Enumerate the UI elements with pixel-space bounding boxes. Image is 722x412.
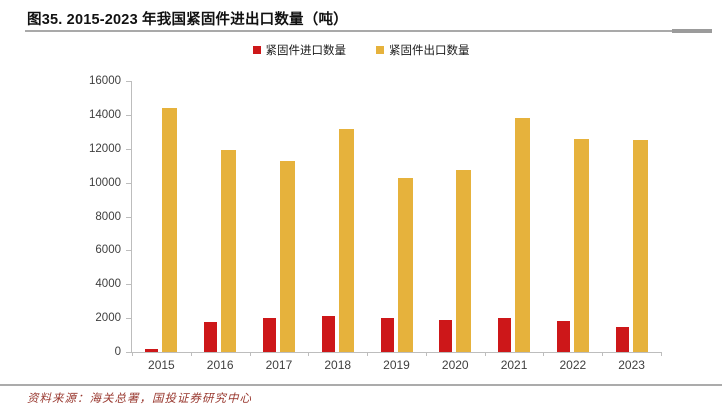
plot-area: 0 2000 4000 6000 8000 10000 12000 14000 16000 201… bbox=[89, 75, 662, 372]
export-bar-2019 bbox=[397, 177, 413, 352]
y-axis-tick bbox=[126, 284, 132, 286]
import-bar-2017 bbox=[262, 318, 276, 352]
source-note: 资料来源：海关总署，国投证券研究中心 bbox=[27, 393, 252, 405]
x-axis-tick-label: 2016 bbox=[206, 358, 234, 372]
x-axis-tick-label: 2020 bbox=[441, 358, 469, 372]
x-axis-tick bbox=[132, 352, 133, 356]
bar-group-2022 bbox=[543, 81, 602, 352]
export-bar-2021 bbox=[515, 118, 531, 352]
import-bar-2023 bbox=[615, 327, 629, 352]
y-axis-tick bbox=[126, 352, 132, 353]
legend-item-import: 紧固件进口数量 bbox=[252, 42, 347, 58]
x-axis-tick-label: 2021 bbox=[500, 358, 528, 372]
y-axis-tick bbox=[126, 216, 132, 218]
x-axis-tick-label: 2019 bbox=[383, 358, 410, 372]
import-bar-2020 bbox=[439, 319, 453, 352]
bar-group-2020 bbox=[426, 81, 485, 352]
y-axis-tick-label: 8000 bbox=[95, 210, 121, 223]
y-axis-tick bbox=[126, 81, 132, 82]
legend: 紧固件进口数量 紧固件出口数量 bbox=[0, 42, 722, 58]
bar-group-2021 bbox=[485, 81, 544, 352]
legend-item-label: 紧固件出口数量 bbox=[389, 45, 470, 57]
y-axis-tick bbox=[126, 318, 132, 320]
import-bar-2021 bbox=[498, 318, 512, 352]
import-bar-2022 bbox=[556, 320, 570, 352]
x-axis-tick-label: 2015 bbox=[148, 358, 175, 372]
x-axis-tick bbox=[249, 352, 251, 356]
x-axis-tick-label: 2018 bbox=[324, 358, 352, 372]
x-axis-tick bbox=[543, 352, 545, 356]
export-bar-2020 bbox=[456, 169, 472, 352]
import-bar-2015 bbox=[145, 349, 159, 352]
bar-group-2019 bbox=[367, 81, 426, 352]
x-axis-tick bbox=[425, 352, 427, 356]
export-bar-2016 bbox=[221, 150, 237, 352]
y-axis-tick-label: 14000 bbox=[89, 108, 121, 121]
bar-group-2017 bbox=[250, 81, 309, 352]
export-bar-2017 bbox=[279, 160, 295, 352]
x-axis-tick bbox=[367, 352, 369, 356]
bar-group-2018 bbox=[308, 81, 367, 352]
source-divider bbox=[0, 384, 722, 386]
x-axis-tick bbox=[661, 352, 662, 356]
x-axis-tick bbox=[484, 352, 486, 356]
export-legend-swatch bbox=[376, 46, 384, 54]
y-axis-tick bbox=[126, 250, 132, 252]
import-bar-2016 bbox=[204, 322, 218, 352]
x-axis-tick-label: 2017 bbox=[265, 358, 293, 372]
legend-item-export: 紧固件出口数量 bbox=[376, 42, 470, 58]
y-axis-tick bbox=[126, 148, 132, 150]
title-divider bbox=[25, 30, 712, 32]
export-bar-2023 bbox=[632, 140, 648, 352]
x-axis-tick bbox=[602, 352, 604, 356]
y-axis-tick-label: 12000 bbox=[89, 142, 121, 155]
export-bar-2022 bbox=[573, 138, 589, 352]
import-bar-2018 bbox=[321, 316, 335, 352]
bar-group-2016 bbox=[191, 81, 250, 352]
legend-item-label: 紧固件进口数量 bbox=[265, 45, 347, 57]
y-axis-tick-label: 4000 bbox=[95, 278, 121, 291]
y-axis-tick-label: 16000 bbox=[89, 75, 121, 87]
import-bar-2019 bbox=[380, 318, 394, 352]
bar-group-2023 bbox=[602, 81, 661, 352]
x-axis-tick bbox=[308, 352, 310, 356]
chart-title: 图35. 2015-2023 年我国紧固件进出口数量（吨） bbox=[27, 12, 348, 28]
bar-group-2015 bbox=[132, 81, 191, 352]
y-axis-tick-label: 10000 bbox=[89, 176, 121, 189]
export-bar-2018 bbox=[338, 129, 354, 352]
x-axis-tick bbox=[190, 352, 192, 356]
y-axis-tick-label: 2000 bbox=[95, 312, 121, 325]
y-axis-tick bbox=[126, 114, 132, 116]
y-axis-tick bbox=[126, 182, 132, 184]
x-axis-tick-label: 2022 bbox=[559, 358, 587, 372]
title-divider-end bbox=[672, 29, 712, 33]
x-axis-tick-label: 2023 bbox=[618, 358, 645, 372]
export-bar-2015 bbox=[162, 108, 178, 352]
import-legend-swatch bbox=[252, 46, 261, 54]
y-axis-tick-label: 0 bbox=[114, 346, 121, 358]
y-axis-tick-label: 6000 bbox=[95, 244, 121, 257]
bar-groups bbox=[132, 81, 661, 352]
